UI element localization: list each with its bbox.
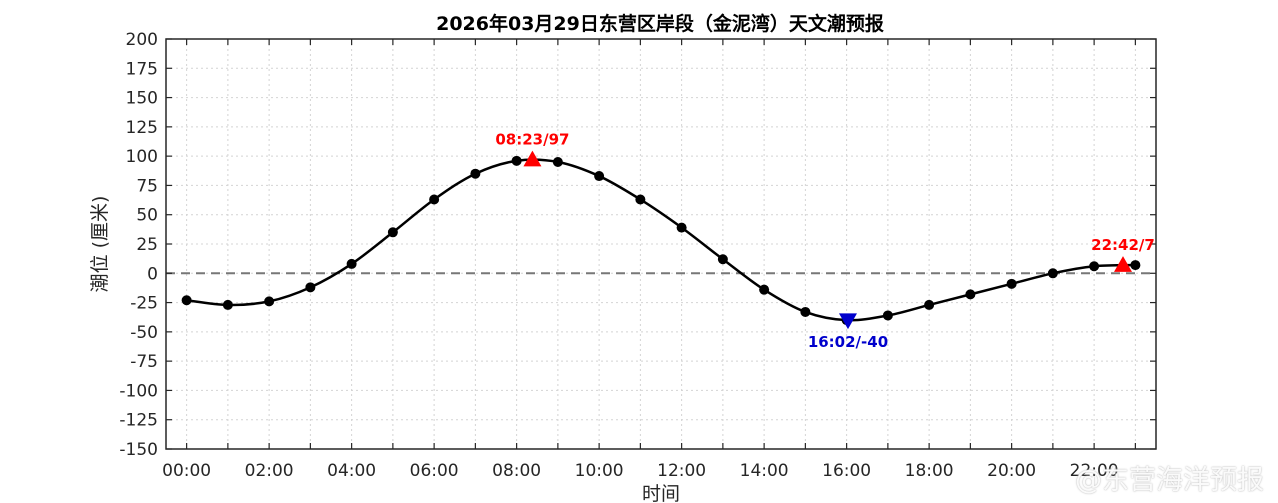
- y-tick-label: -50: [130, 323, 158, 343]
- data-point: [676, 222, 687, 233]
- x-tick-label: 00:00: [162, 461, 211, 481]
- y-tick-label: -125: [119, 411, 158, 431]
- y-axis-label: 潮位 (厘米): [89, 196, 111, 293]
- data-point: [882, 310, 893, 321]
- y-axis-ticks: -150 -125 -100 -75 -50 -25 0 25 50 75 100 125 150 175…: [119, 30, 1156, 460]
- tide-annotations: 08:23/97 16:02/-40 22:42/7: [495, 131, 1154, 351]
- data-point: [346, 258, 357, 269]
- data-point: [511, 155, 522, 166]
- data-point: [924, 299, 935, 310]
- x-axis-ticks: 00:00 02:00 04:00 06:00 08:00 10:00 12:00 14:00…: [162, 39, 1136, 481]
- data-point: [1006, 278, 1017, 289]
- y-tick-label: 200: [126, 30, 158, 50]
- y-tick-label: 100: [126, 147, 158, 167]
- chart-title: 2026年03月29日东营区岸段（金泥湾）天文潮预报: [436, 12, 884, 35]
- y-tick-label: -150: [119, 440, 158, 460]
- y-tick-label: 0: [147, 264, 158, 284]
- plot-frame: [165, 38, 1157, 450]
- data-point: [470, 168, 481, 179]
- low-tide-label: 16:02/-40: [808, 333, 888, 351]
- x-tick-label: 02:00: [245, 461, 294, 481]
- data-point: [717, 254, 728, 265]
- x-tick-label: 04:00: [327, 461, 376, 481]
- y-tick-label: 25: [136, 235, 158, 255]
- x-tick-label: 18:00: [905, 461, 954, 481]
- data-point: [222, 299, 233, 310]
- data-point: [1047, 268, 1058, 279]
- y-tick-label: 150: [126, 89, 158, 109]
- data-point: [759, 284, 770, 295]
- y-tick-label: -25: [130, 294, 158, 314]
- x-tick-label: 10:00: [575, 461, 624, 481]
- high-tide-label: 08:23/97: [495, 131, 569, 149]
- high-tide-marker: [523, 150, 542, 167]
- data-point: [181, 295, 192, 306]
- low-tide-marker: [838, 313, 857, 330]
- x-tick-label: 20:00: [987, 461, 1036, 481]
- y-tick-label: 50: [136, 206, 158, 226]
- data-point: [965, 289, 976, 300]
- x-axis-label: 时间: [642, 483, 680, 503]
- data-point: [264, 296, 275, 307]
- data-point: [1130, 260, 1141, 271]
- x-tick-label: 06:00: [410, 461, 459, 481]
- data-point: [305, 282, 316, 293]
- x-tick-label: 22:00: [1070, 461, 1119, 481]
- data-point: [552, 157, 563, 167]
- y-tick-label: -75: [130, 352, 158, 372]
- y-tick-label: -100: [119, 381, 158, 401]
- x-tick-label: 16:00: [822, 461, 871, 481]
- y-tick-label: 175: [126, 59, 158, 79]
- tide-data-points: [181, 155, 1141, 326]
- y-tick-label: 125: [126, 118, 158, 138]
- high-tide-marker: [1114, 256, 1132, 272]
- x-tick-label: 12:00: [657, 461, 706, 481]
- watermark-text: @东营海洋预报: [1075, 465, 1264, 496]
- data-point: [594, 171, 605, 182]
- data-point: [387, 227, 398, 238]
- data-point: [635, 194, 646, 205]
- x-tick-label: 08:00: [492, 461, 541, 481]
- grid-lines: [166, 38, 1156, 450]
- data-point: [1089, 261, 1100, 272]
- tide-series-line: [186, 158, 1136, 322]
- data-point: [800, 306, 811, 317]
- data-point: [429, 194, 440, 205]
- x-tick-label: 14:00: [740, 461, 789, 481]
- y-tick-label: 75: [136, 176, 158, 196]
- high-tide-label: 22:42/7: [1091, 236, 1155, 254]
